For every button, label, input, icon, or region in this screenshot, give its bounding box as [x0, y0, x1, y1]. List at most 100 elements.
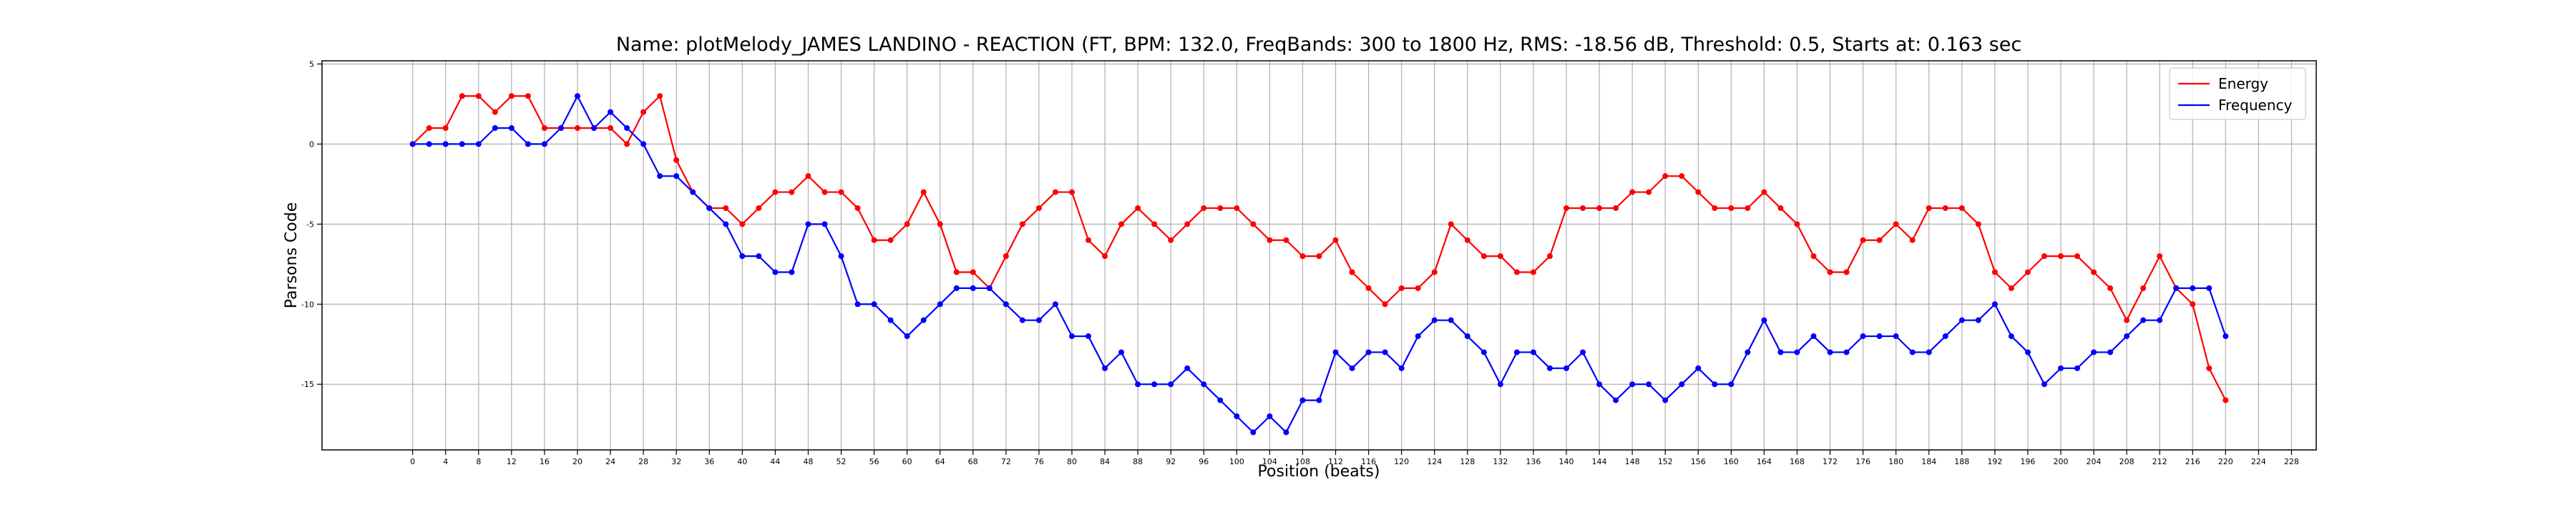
- data-point: [608, 109, 614, 115]
- data-point: [756, 205, 762, 211]
- data-point: [1234, 205, 1240, 211]
- data-point: [1794, 349, 1800, 355]
- data-point: [1958, 205, 1965, 211]
- data-point: [2057, 253, 2064, 260]
- data-point: [1184, 365, 1191, 371]
- data-point: [1942, 333, 1948, 340]
- data-point: [1909, 349, 1916, 355]
- x-tick-label: 128: [1460, 457, 1475, 466]
- data-point: [723, 205, 729, 211]
- data-point: [821, 221, 828, 227]
- data-point: [1926, 349, 1932, 355]
- data-point: [1942, 205, 1948, 211]
- x-tick-label: 156: [1691, 457, 1706, 466]
- data-point: [442, 141, 449, 147]
- data-point: [1316, 253, 1322, 260]
- data-point: [904, 221, 910, 227]
- data-point: [1745, 349, 1751, 355]
- data-point: [789, 269, 795, 275]
- x-tick-label: 188: [1954, 457, 1969, 466]
- data-point: [2008, 285, 2014, 291]
- data-point: [821, 189, 828, 195]
- data-point: [1069, 189, 1075, 195]
- data-point: [1431, 317, 1438, 323]
- x-tick-label: 112: [1328, 457, 1343, 466]
- x-tick-label: 204: [2087, 457, 2102, 466]
- data-point: [1662, 173, 1669, 180]
- x-tick-label: 116: [1361, 457, 1376, 466]
- x-tick-label: 36: [704, 457, 714, 466]
- data-point: [887, 237, 894, 243]
- series-line: [411, 94, 2227, 401]
- x-tick-label: 192: [1987, 457, 2002, 466]
- data-point: [1613, 397, 1619, 403]
- x-axis-label: Position (beats): [1258, 463, 1380, 481]
- data-point: [1151, 381, 1158, 388]
- data-point: [1365, 285, 1372, 291]
- data-point: [624, 141, 630, 147]
- data-point: [1069, 333, 1075, 340]
- data-point: [1679, 173, 1685, 180]
- x-tick-label: 196: [2020, 457, 2035, 466]
- data-point: [1893, 221, 1899, 227]
- data-point: [1728, 205, 1735, 211]
- data-point: [1201, 205, 1207, 211]
- data-point: [1168, 381, 1174, 388]
- data-point: [1876, 237, 1883, 243]
- data-point: [2223, 333, 2229, 340]
- y-tick-label: -10: [301, 300, 314, 309]
- data-point: [2041, 381, 2047, 388]
- data-point: [1860, 333, 1866, 340]
- data-point: [1991, 269, 1998, 275]
- data-point: [1168, 237, 1174, 243]
- data-point: [1761, 189, 1767, 195]
- data-point: [756, 253, 762, 260]
- x-tick-label: 224: [2251, 457, 2266, 466]
- data-point: [2024, 349, 2031, 355]
- data-point: [1563, 365, 1569, 371]
- data-point: [1052, 189, 1058, 195]
- x-tick-label: 96: [1199, 457, 1209, 466]
- data-point: [1497, 381, 1503, 388]
- data-point: [838, 253, 844, 260]
- x-tick-label: 136: [1526, 457, 1541, 466]
- data-point: [1646, 381, 1652, 388]
- x-tick-label: 20: [572, 457, 582, 466]
- data-point: [805, 173, 811, 180]
- data-point: [525, 141, 531, 147]
- data-point: [1580, 205, 1586, 211]
- x-tick-label: 124: [1427, 457, 1442, 466]
- data-point: [2173, 285, 2180, 291]
- data-point: [887, 317, 894, 323]
- y-tick-label: -5: [306, 220, 314, 229]
- data-point: [805, 221, 811, 227]
- data-point: [2041, 253, 2047, 260]
- data-point: [1958, 317, 1965, 323]
- data-point: [2091, 269, 2097, 275]
- data-point: [673, 173, 680, 180]
- x-tick-label: 152: [1658, 457, 1673, 466]
- data-point: [2206, 365, 2212, 371]
- data-point: [2008, 333, 2014, 340]
- data-point: [1497, 253, 1503, 260]
- x-tick-label: 176: [1855, 457, 1870, 466]
- data-point: [1629, 189, 1636, 195]
- x-tick-label: 180: [1888, 457, 1903, 466]
- data-point: [575, 93, 581, 99]
- data-point: [1464, 333, 1470, 340]
- x-tick-label: 64: [935, 457, 945, 466]
- data-point: [789, 189, 795, 195]
- data-point: [1382, 349, 1388, 355]
- x-tick-label: 40: [737, 457, 747, 466]
- x-tick-label: 28: [638, 457, 648, 466]
- data-point: [2223, 397, 2229, 403]
- chart-title: Name: plotMelody_JAMES LANDINO - REACTIO…: [616, 34, 2021, 56]
- data-point: [838, 189, 844, 195]
- x-tick-label: 12: [507, 457, 517, 466]
- data-point: [591, 125, 597, 132]
- data-point: [1596, 381, 1603, 388]
- x-tick-label: 44: [770, 457, 780, 466]
- data-point: [706, 205, 713, 211]
- data-point: [1464, 237, 1470, 243]
- data-point: [1299, 253, 1306, 260]
